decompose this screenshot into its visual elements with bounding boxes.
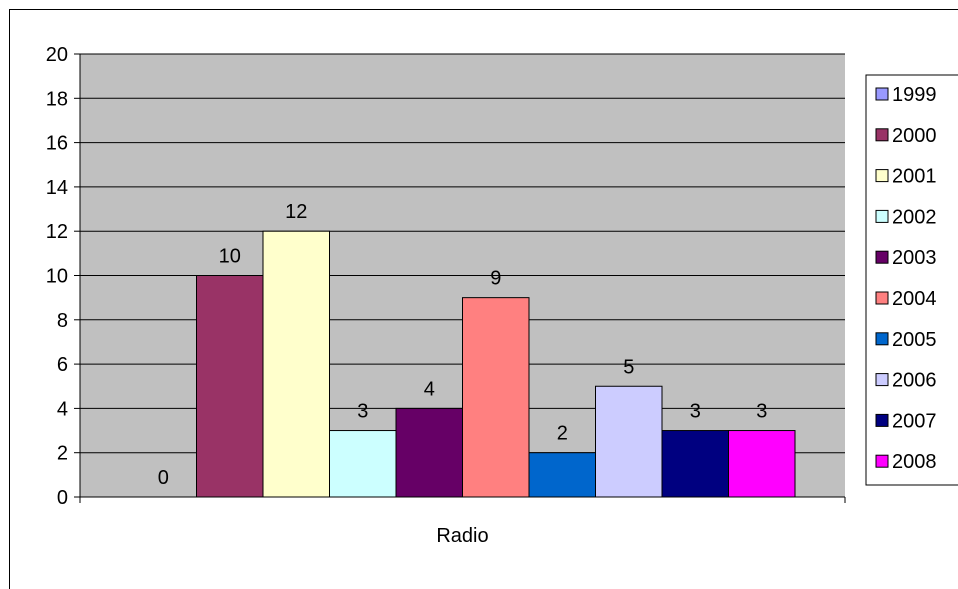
legend-label-2006: 2006 — [892, 370, 937, 392]
data-label-2002: 3 — [357, 401, 368, 423]
bar-2002 — [329, 430, 397, 498]
y-tick-label: 6 — [57, 354, 68, 376]
data-label-2006: 5 — [623, 356, 634, 378]
legend-swatch-2003 — [875, 250, 889, 264]
y-tick-label: 12 — [46, 221, 68, 243]
y-tick-label: 20 — [46, 44, 68, 66]
legend-swatch-2005 — [875, 332, 889, 346]
bar-2003 — [395, 407, 463, 498]
data-label-2007: 3 — [690, 401, 701, 423]
legend: 1999 2000 2001 2002 2003 2004 2005 2006 2007 2008 — [865, 74, 958, 486]
legend-label-2008: 2008 — [892, 451, 937, 473]
y-tick-label: 2 — [57, 443, 68, 465]
legend-label-2002: 2002 — [892, 206, 937, 228]
legend-label-2003: 2003 — [892, 247, 937, 269]
y-tick-label: 8 — [57, 310, 68, 332]
bar-2007 — [661, 430, 729, 498]
legend-swatch-1999 — [875, 87, 889, 101]
bar-2008 — [728, 430, 796, 498]
legend-label-2001: 2001 — [892, 166, 937, 188]
y-tick-label: 4 — [57, 398, 68, 420]
legend-label-1999: 1999 — [892, 84, 937, 106]
bar-2001 — [262, 230, 330, 498]
data-label-2003: 4 — [424, 378, 435, 400]
legend-swatch-2004 — [875, 291, 889, 305]
bar-2005 — [528, 452, 596, 498]
legend-label-2007: 2007 — [892, 410, 937, 432]
legend-label-2005: 2005 — [892, 329, 937, 351]
legend-swatch-2006 — [875, 373, 889, 387]
chart-frame — [9, 9, 958, 589]
legend-swatch-2002 — [875, 209, 889, 223]
data-label-2001: 12 — [285, 201, 307, 223]
legend-swatch-2000 — [875, 128, 889, 142]
data-label-2008: 3 — [756, 401, 767, 423]
y-tick-label: 16 — [46, 133, 68, 155]
data-label-2005: 2 — [557, 423, 568, 445]
y-tick-label: 14 — [46, 177, 68, 199]
bar-2000 — [196, 275, 264, 498]
data-label-2004: 9 — [490, 268, 501, 290]
data-label-2000: 10 — [219, 246, 241, 268]
x-category-label: Radio — [436, 525, 488, 547]
bar-2004 — [462, 297, 530, 498]
plot-area: 0 2 4 6 8 10 12 14 16 18 20 0 10 12 3 4 9 2 5 3 3 Radio — [46, 44, 846, 547]
legend-swatch-2007 — [875, 413, 889, 427]
legend-swatch-2008 — [875, 454, 889, 468]
legend-swatch-2001 — [875, 169, 889, 183]
data-label-1999: 0 — [158, 467, 169, 489]
y-tick-label: 0 — [57, 487, 68, 509]
bar-2006 — [595, 385, 663, 498]
y-tick-label: 10 — [46, 266, 68, 288]
legend-label-2000: 2000 — [892, 125, 937, 147]
y-tick-label: 18 — [46, 88, 68, 110]
legend-label-2004: 2004 — [892, 288, 937, 310]
